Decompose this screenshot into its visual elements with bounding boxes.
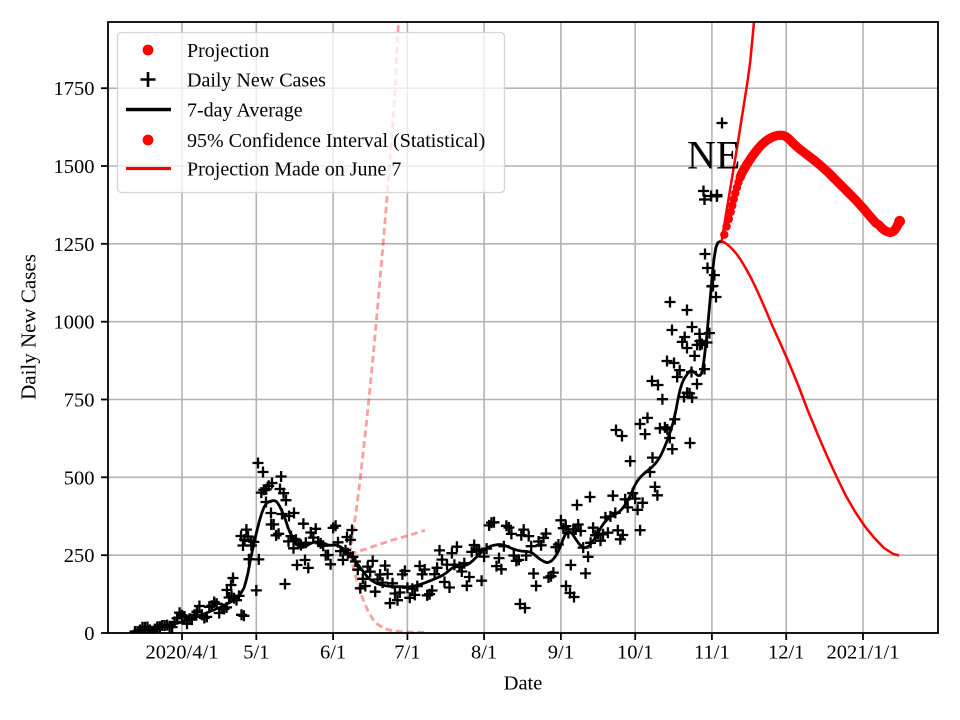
svg-text:750: 750 xyxy=(64,390,95,412)
svg-text:1500: 1500 xyxy=(54,156,95,178)
svg-text:Projection: Projection xyxy=(187,40,269,62)
svg-text:12/1: 12/1 xyxy=(768,642,804,664)
svg-text:1000: 1000 xyxy=(54,312,95,334)
svg-text:1750: 1750 xyxy=(54,78,95,100)
svg-text:2021/1/1: 2021/1/1 xyxy=(827,642,900,664)
svg-text:Daily New Cases: Daily New Cases xyxy=(17,254,41,400)
svg-text:7/1: 7/1 xyxy=(394,642,420,664)
svg-text:95% Confidence Interval (Stati: 95% Confidence Interval (Statistical) xyxy=(187,130,485,152)
svg-text:Date: Date xyxy=(504,673,543,695)
svg-text:0: 0 xyxy=(84,623,94,645)
svg-text:1250: 1250 xyxy=(54,234,95,256)
svg-text:2020/4/1: 2020/4/1 xyxy=(146,642,219,664)
svg-text:500: 500 xyxy=(64,467,95,489)
svg-text:250: 250 xyxy=(64,545,95,567)
svg-text:Daily New Cases: Daily New Cases xyxy=(187,69,326,91)
svg-text:5/1: 5/1 xyxy=(243,642,269,664)
svg-text:7-day Average: 7-day Average xyxy=(187,99,303,121)
svg-text:Projection Made on June 7: Projection Made on June 7 xyxy=(187,158,401,180)
svg-text:10/1: 10/1 xyxy=(617,642,653,664)
svg-text:NE: NE xyxy=(687,133,740,178)
svg-text:6/1: 6/1 xyxy=(320,642,346,664)
svg-text:9/1: 9/1 xyxy=(548,642,574,664)
svg-text:11/1: 11/1 xyxy=(694,642,730,664)
svg-text:8/1: 8/1 xyxy=(471,642,497,664)
